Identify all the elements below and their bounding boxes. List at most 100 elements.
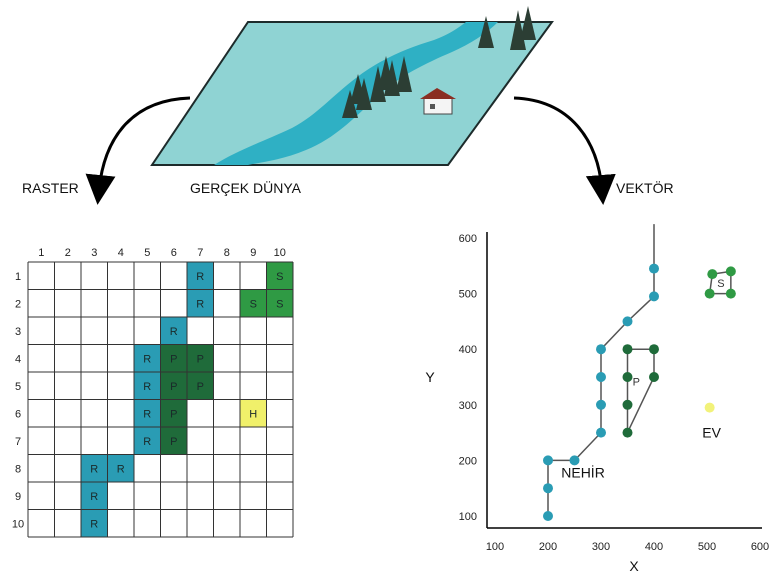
raster-cell-park [160,427,187,455]
raster-row-label: 1 [15,271,21,283]
raster-cell-park [187,372,214,400]
river-vertex [649,263,659,274]
raster-col-label: 6 [171,247,177,259]
raster-cell-code: H [249,408,257,420]
raster-cell-river [187,289,214,317]
arrow-to-vector [513,96,616,205]
park-vertex [622,427,633,438]
house-point [704,402,715,413]
raster-cell-code: P [197,381,204,393]
raster-cell-code: R [170,326,178,338]
raster-col-label: 9 [250,247,256,259]
house-label: EV [702,425,721,441]
raster-col-label: 8 [224,247,230,259]
raster-cell-code: R [90,518,98,530]
x-tick-label: 600 [751,541,769,553]
forest-vertex [725,266,736,277]
river-vertex [649,291,659,302]
raster-label: RASTER [22,180,79,196]
forest-vertex [707,269,718,280]
raster-cell-code: S [276,271,283,283]
forest-label: S [717,278,724,290]
raster-cell-park [160,399,187,427]
raster-cell-code: R [196,298,204,310]
river-vertex [543,483,553,494]
x-axis-label: X [629,558,639,574]
raster-cell-river [160,317,187,345]
raster-cell-forest [240,289,267,317]
y-tick-label: 300 [459,400,477,412]
raster-cell-house [240,399,267,427]
river-vertex [596,344,606,355]
x-tick-label: 100 [486,541,504,553]
raster-cell-code: P [170,408,177,420]
raster-cell-park [187,344,214,372]
raster-cell-forest [266,262,293,290]
park-vertex [649,372,659,382]
park-label: P [633,377,640,389]
raster-col-label: 5 [144,247,150,259]
river-vertex [596,399,606,410]
river-vertex [596,427,606,438]
house-icon [420,88,456,115]
raster-cell-code: P [170,381,177,393]
raster-col-label: 10 [274,247,286,259]
raster-cell-river [134,399,161,427]
y-tick-label: 600 [459,233,477,245]
raster-cell-code: R [143,436,151,448]
y-axis-label: Y [425,369,435,385]
raster-cell-river [107,454,134,482]
river-label: NEHİR [561,464,605,481]
raster-row-label: 9 [15,491,21,503]
raster-cell-river [81,482,108,510]
raster-col-label: 7 [197,247,203,259]
x-tick-label: 500 [698,541,716,553]
tree-cluster-center [342,56,412,118]
raster-col-label: 2 [65,247,71,259]
raster-cell-code: S [250,298,257,310]
raster-cell-code: R [90,463,98,475]
raster-cell-code: P [197,353,204,365]
raster-cell-river [134,427,161,455]
park-vertex [622,372,633,382]
park-vertex [649,344,659,355]
raster-col-label: 3 [91,247,97,259]
park-polygon [626,348,655,433]
park-vertex [622,399,633,410]
raster-row-label: 4 [15,353,21,365]
river-vertex [543,455,553,466]
raster-cell-river [81,454,108,482]
raster-cell-code: R [143,381,151,393]
river-vertex [596,372,606,382]
x-tick-label: 200 [539,541,557,553]
tree-cluster-right [478,6,536,50]
raster-cell-river [134,344,161,372]
y-tick-label: 200 [459,455,477,467]
y-tick-label: 500 [459,289,477,301]
raster-cell-river [187,262,214,290]
y-tick-label: 100 [459,511,477,523]
raster-cell-code: R [90,491,98,503]
river-vertex [569,455,580,466]
raster-cell-code: P [170,436,177,448]
raster-col-label: 1 [38,247,44,259]
raster-cell-park [160,344,187,372]
raster-row-label: 7 [15,436,21,448]
raster-cell-code: R [143,353,151,365]
raster-cell-code: S [276,298,283,310]
raster-row-label: 6 [15,408,21,420]
raster-cell-park [160,372,187,400]
raster-cell-river [134,372,161,400]
x-tick-label: 400 [645,541,663,553]
river-vertex [543,511,553,521]
real-world-label: GERÇEK DÜNYA [190,180,301,196]
raster-cell-river [81,509,108,537]
raster-row-label: 10 [12,518,24,530]
x-tick-label: 300 [592,541,610,553]
raster-row-label: 3 [15,326,21,338]
forest-vertex [725,288,736,299]
